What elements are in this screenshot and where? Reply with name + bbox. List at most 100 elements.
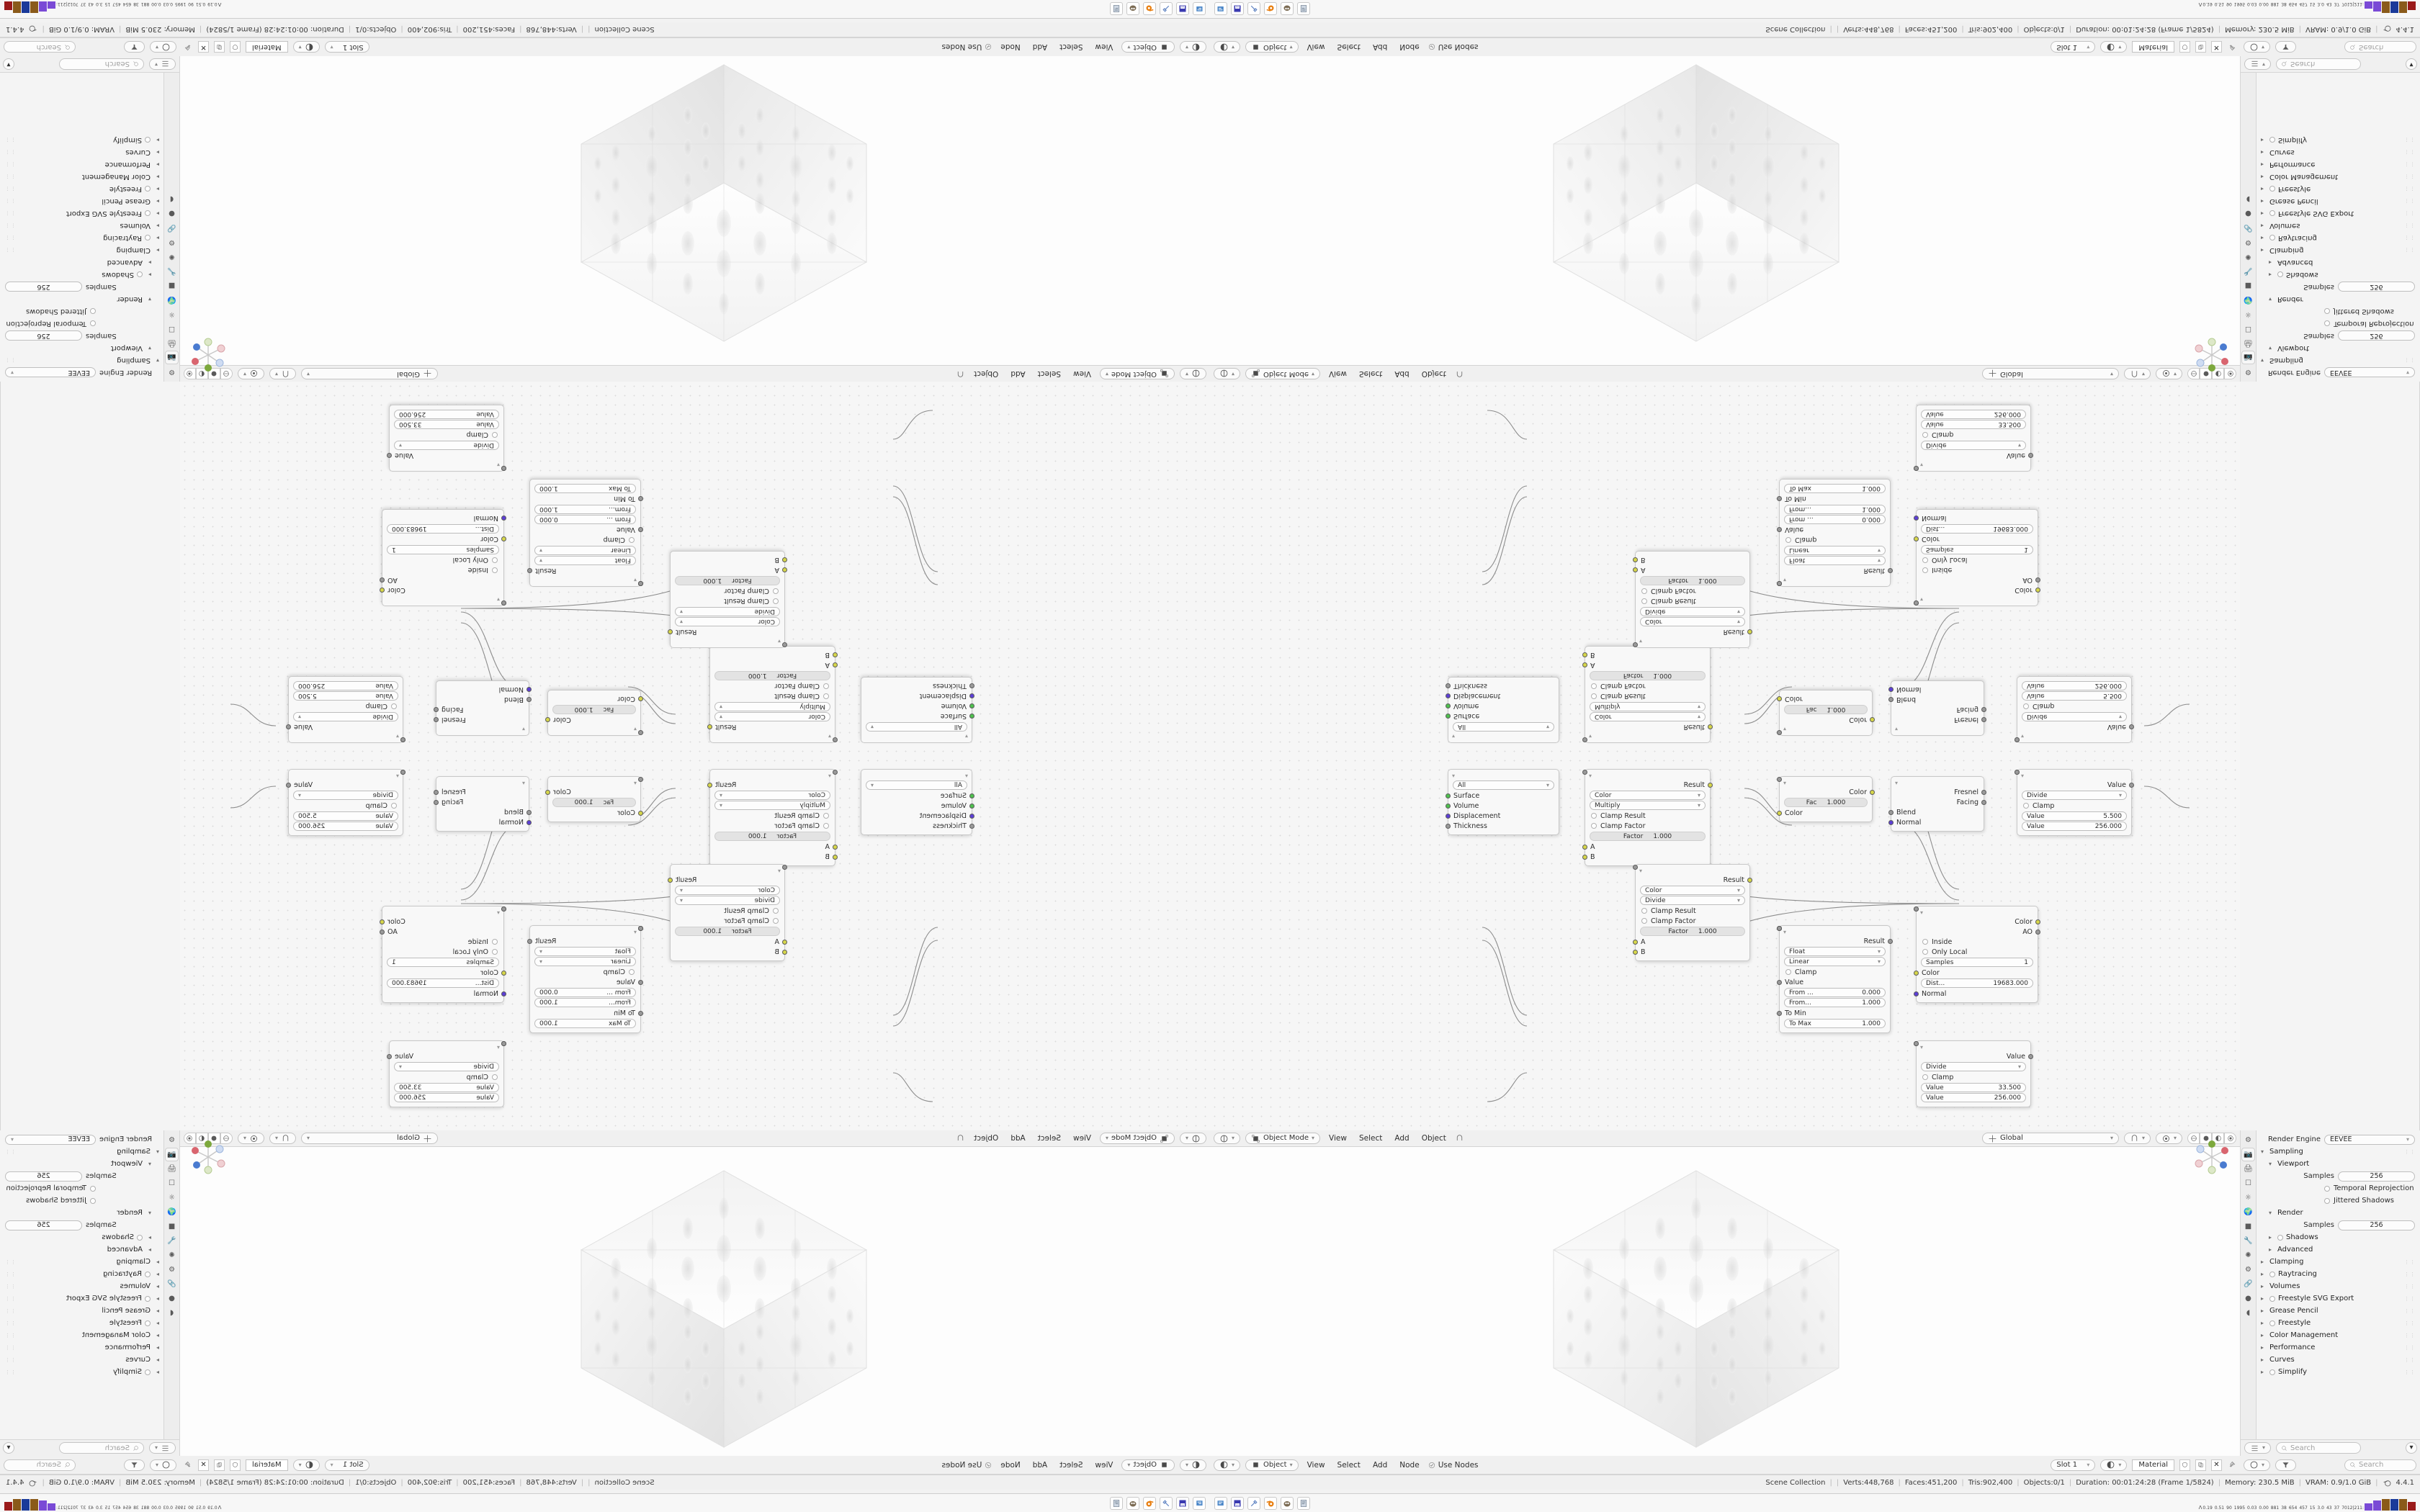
node-editor-type-button[interactable]: ▾	[1214, 1459, 1241, 1471]
node-material_output[interactable]: ▾ All ▾ Surface Volume Displacement Thic	[1446, 769, 1559, 835]
properties-editor[interactable]: ⚙ 📷 🖨 ☐ ☼ 🌍 ■ 🔧 ✺ ⚙ 🔗 ● ◖ Render Engine EEVEE ▾ ▾ Sam…	[0, 1130, 180, 1456]
properties-section-render[interactable]: ▾ Render	[0, 1207, 163, 1219]
input-socket-dot[interactable]	[833, 854, 838, 860]
section-toggle[interactable]	[2269, 1369, 2275, 1375]
properties-section-curves[interactable]: ▸ Curves ⋮⋮	[0, 146, 163, 158]
node-collapse-chevron[interactable]: ▾	[1639, 638, 1643, 645]
input-socket-dot[interactable]	[2015, 770, 2020, 775]
properties-checkbox-row[interactable]: Jittered Shadows	[0, 1194, 163, 1207]
node-input-socket-row[interactable]: Displacement	[861, 811, 974, 821]
properties-tab-modifier[interactable]: 🔧	[2241, 264, 2255, 278]
desktop-taskbar[interactable]: 64 Λ 0.19 0.51 90 1995 0.03 0.00 881 38 654 457 15…	[0, 1493, 1210, 1512]
duplicate-button[interactable]	[2195, 1459, 2206, 1471]
desktop-taskbar[interactable]: 64 Λ 0.19 0.51 90 1995 0.03 0.00 881 38 654 457 15…	[0, 0, 1210, 19]
viewport-menu-select[interactable]: Select	[1358, 369, 1383, 378]
node-input-socket-row[interactable]: Displacement	[861, 691, 974, 701]
node-mix_multiply[interactable]: ▾ Result Color ▾ Multiply ▾ Clamp Result…	[1582, 769, 1713, 866]
proportional-edit-toggle[interactable]: ▾	[2155, 368, 2182, 379]
properties-section-simplify[interactable]: ▸ Simplify ⋮⋮	[0, 1366, 163, 1378]
node-collapse-chevron[interactable]: ▾	[1452, 772, 1456, 779]
node-collapse-chevron[interactable]: ▾	[1783, 577, 1787, 584]
node-collapse-chevron[interactable]: ▾	[633, 928, 637, 935]
node-value-field[interactable]: Value 256.000	[1914, 1041, 2026, 1102]
input-socket-dot[interactable]	[1914, 1041, 1919, 1046]
node-output-socket-row[interactable]: Value	[1917, 1051, 2033, 1061]
properties-section-curves[interactable]: ▸ Curves ⋮⋮	[2257, 1354, 2420, 1366]
proportional-edit-toggle[interactable]: ▾	[2155, 1133, 2182, 1144]
material-name-field[interactable]: Material	[246, 41, 288, 53]
node-checkbox[interactable]: Only Local	[1917, 947, 2038, 957]
node-ambient_occlusion[interactable]: ▾ Color AO Inside Only Local	[1914, 509, 2040, 606]
input-socket-dot[interactable]	[1777, 581, 1782, 586]
node-checkbox[interactable]: Clamp Factor	[710, 681, 835, 691]
use-nodes-checkbox[interactable]: Use Nodes	[941, 43, 992, 52]
node-operation-dropdown[interactable]: Multiply ▾	[1590, 801, 1706, 810]
node-checkbox[interactable]: Clamp	[289, 801, 403, 811]
section-toggle[interactable]	[2269, 186, 2275, 192]
outliner-bottom-header[interactable]: ▾ Search	[2240, 37, 2420, 56]
section-toggle[interactable]	[2269, 210, 2275, 217]
node-value-field[interactable]: Factor 1.000	[1582, 770, 1706, 841]
properties-section-simplify[interactable]: ▸ Simplify ⋮⋮	[0, 134, 163, 146]
outliner-bottom-header[interactable]: ▾ Search	[2240, 1456, 2420, 1475]
snap-magnet-icon[interactable]	[1455, 1134, 1464, 1143]
outliner-display-mode-button[interactable]: ▾	[2244, 41, 2271, 53]
input-socket-dot[interactable]	[782, 567, 787, 573]
node-value-field[interactable]: Value 256.000	[394, 1041, 506, 1102]
output-socket-dot[interactable]	[1981, 717, 1986, 723]
fake-user-button[interactable]	[230, 1459, 241, 1471]
node-output-socket-row[interactable]: Result	[707, 780, 835, 790]
node-collapse-chevron[interactable]: ▾	[1895, 726, 1899, 733]
unlink-button[interactable]: ✕	[198, 41, 209, 53]
input-socket-dot[interactable]	[1446, 793, 1451, 798]
node-collapse-chevron[interactable]: ▾	[496, 462, 500, 469]
output-socket-dot[interactable]	[668, 877, 673, 883]
node-output-socket-row[interactable]: Fresnel	[434, 715, 529, 725]
checkbox-indicator[interactable]	[2324, 1185, 2330, 1192]
node-shader-type-button[interactable]: Object ▾	[1121, 41, 1175, 53]
node-operation-dropdown[interactable]: All ▾	[1453, 722, 1554, 732]
output-socket-dot[interactable]	[1747, 877, 1752, 883]
properties-section-sampling[interactable]: ▾ Sampling ⋮⋮	[2257, 1146, 2420, 1158]
node-input-socket-row[interactable]: B	[671, 555, 787, 565]
node-operation-dropdown[interactable]: Divide ▾	[1921, 441, 2026, 450]
input-socket-dot[interactable]	[1446, 813, 1451, 819]
outliner-search-input[interactable]: Search	[4, 1459, 76, 1471]
output-socket-dot[interactable]	[1981, 789, 1986, 795]
node-value-field[interactable]: Value 5.500	[293, 770, 405, 821]
node-mix_divide[interactable]: ▾ Result Color ▾ Divide ▾ Clamp Result C…	[1633, 551, 1752, 648]
properties-section-freestyle-svg-export[interactable]: ▸ Freestyle SVG Export ⋮⋮	[0, 1292, 163, 1305]
snap-toggle[interactable]: ▾	[269, 368, 297, 379]
unlink-button[interactable]: ✕	[2211, 1459, 2222, 1471]
properties-tab-material[interactable]: ◖	[165, 192, 179, 206]
properties-section-clamping[interactable]: ▸ Clamping ⋮⋮	[0, 1256, 163, 1268]
shading-rendered-button[interactable]	[2224, 1133, 2236, 1144]
properties-tab-physics[interactable]: ⚙	[165, 235, 179, 249]
properties-tab-material[interactable]: ◖	[2241, 192, 2255, 206]
node-collapse-chevron[interactable]: ▾	[2021, 733, 2025, 740]
node-operation-dropdown[interactable]: Color ▾	[1590, 712, 1706, 721]
node-map_range[interactable]: ▾ Result Float ▾ Linear ▾ Clamp Value	[527, 925, 643, 1033]
properties-tab-particles[interactable]: ✺	[2241, 250, 2255, 264]
node-output-socket-row[interactable]: Result	[527, 566, 640, 576]
node-checkbox[interactable]: Clamp	[2017, 701, 2131, 711]
properties-tab-constraint[interactable]: 🔗	[2241, 1277, 2255, 1291]
input-socket-dot[interactable]	[2015, 737, 2020, 742]
section-toggle[interactable]	[145, 235, 151, 241]
node-math_divide_a[interactable]: ▾ Value Divide ▾ Clamp Value 5.500	[286, 769, 405, 836]
properties-section-color-management[interactable]: ▸ Color Management ⋮⋮	[2257, 171, 2420, 183]
input-socket-dot[interactable]	[501, 466, 506, 471]
node-input-socket-row[interactable]: A	[1582, 842, 1710, 852]
input-socket-dot[interactable]	[1888, 687, 1894, 693]
viewport-menu-add[interactable]: Add	[1394, 369, 1410, 378]
node-operation-dropdown[interactable]: Float ▾	[1784, 556, 1886, 565]
viewport-header[interactable]: ▾ Object Mode ▾ View Select Add Object	[180, 1130, 1210, 1147]
node-checkbox[interactable]: Inside	[382, 937, 503, 947]
properties-tab-world[interactable]: 🌍	[2241, 1205, 2255, 1219]
node-output-socket-row[interactable]: Result	[668, 627, 784, 637]
material-name-field[interactable]: Material	[246, 1459, 288, 1471]
viewport-header[interactable]: ▾ Object Mode ▾ View Select Add Object	[1210, 365, 2240, 382]
input-socket-dot[interactable]	[638, 581, 643, 586]
properties-section-grease-pencil[interactable]: ▸ Grease Pencil ⋮⋮	[2257, 1305, 2420, 1317]
node-mix_divide[interactable]: ▾ Result Color ▾ Divide ▾ Clamp Result C…	[668, 864, 787, 961]
